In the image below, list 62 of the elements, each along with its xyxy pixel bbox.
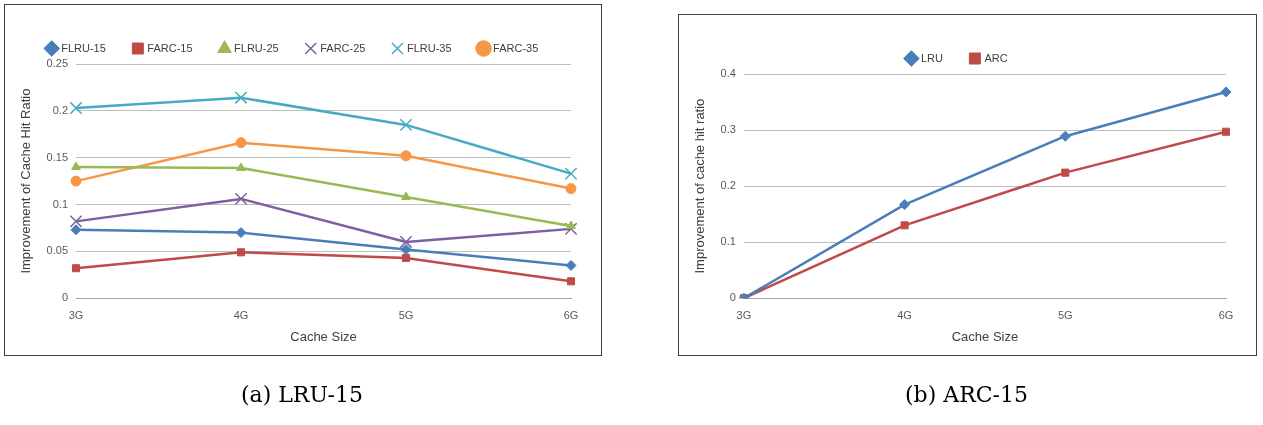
legend-label: FARC-35 bbox=[493, 41, 539, 54]
y-tick-label: 0.1 bbox=[52, 197, 69, 210]
point bbox=[1221, 127, 1231, 136]
x-axis-title: Cache Size bbox=[951, 328, 1019, 344]
y-tick-label: 0.3 bbox=[720, 123, 736, 136]
point bbox=[1059, 130, 1071, 142]
point bbox=[234, 91, 248, 105]
y-tick-label: 0.15 bbox=[46, 150, 69, 163]
x-tick-label: 3G bbox=[68, 308, 84, 321]
y-tick-label: 0.25 bbox=[46, 57, 69, 70]
point bbox=[566, 220, 576, 230]
point bbox=[400, 150, 412, 162]
y-tick-label: 0 bbox=[61, 291, 69, 304]
point bbox=[899, 199, 911, 211]
point bbox=[70, 175, 82, 187]
y-axis-title: Improvement of cache hit ratio bbox=[692, 98, 708, 274]
point bbox=[236, 162, 246, 171]
y-axis-title: Improvement of Cache Hit Ratio bbox=[18, 88, 34, 274]
x-tick-label: 5G bbox=[398, 308, 414, 321]
legend-label: FARC-25 bbox=[320, 41, 366, 54]
x-tick-label: 6G bbox=[1218, 308, 1234, 321]
x-tick-label: 4G bbox=[897, 308, 912, 321]
point bbox=[234, 192, 248, 206]
point bbox=[400, 243, 412, 255]
point bbox=[71, 161, 81, 171]
point bbox=[565, 259, 577, 271]
x-tick-label: 3G bbox=[736, 308, 752, 321]
point bbox=[401, 191, 411, 201]
point bbox=[236, 248, 246, 257]
point bbox=[399, 235, 413, 249]
y-tick-label: 0.05 bbox=[46, 244, 69, 257]
point bbox=[564, 167, 578, 181]
point bbox=[69, 214, 83, 228]
y-tick-label: 0.1 bbox=[720, 235, 736, 248]
legend-label: FARC-15 bbox=[147, 41, 193, 54]
point bbox=[399, 118, 413, 132]
x-tick-label: 5G bbox=[1057, 308, 1073, 321]
x-tick-label: 6G bbox=[563, 308, 579, 321]
x-axis-title: Cache Size bbox=[290, 328, 357, 344]
point bbox=[1061, 168, 1070, 177]
point bbox=[71, 264, 81, 273]
point bbox=[235, 137, 247, 149]
y-tick-label: 0 bbox=[729, 291, 736, 304]
text: (a) LRU-15 bbox=[240, 382, 364, 407]
point bbox=[401, 253, 411, 262]
legend-label: FLRU-25 bbox=[234, 41, 279, 54]
point bbox=[235, 227, 247, 239]
y-tick-label: 0.2 bbox=[720, 179, 736, 192]
point bbox=[565, 183, 577, 195]
legend-label: FLRU-15 bbox=[61, 41, 106, 54]
legend-label: ARC bbox=[984, 51, 1008, 64]
y-tick-label: 0.4 bbox=[720, 67, 736, 80]
legend-label: FLRU-35 bbox=[406, 41, 452, 54]
y-tick-label: 0.2 bbox=[52, 103, 69, 116]
point bbox=[70, 224, 82, 236]
point bbox=[900, 221, 909, 230]
point bbox=[69, 101, 83, 115]
point bbox=[1220, 86, 1232, 98]
x-tick-label: 4G bbox=[233, 308, 249, 321]
point bbox=[566, 277, 576, 286]
legend-label: LRU bbox=[920, 51, 943, 64]
text: (b) ARC-15 bbox=[904, 382, 1029, 407]
